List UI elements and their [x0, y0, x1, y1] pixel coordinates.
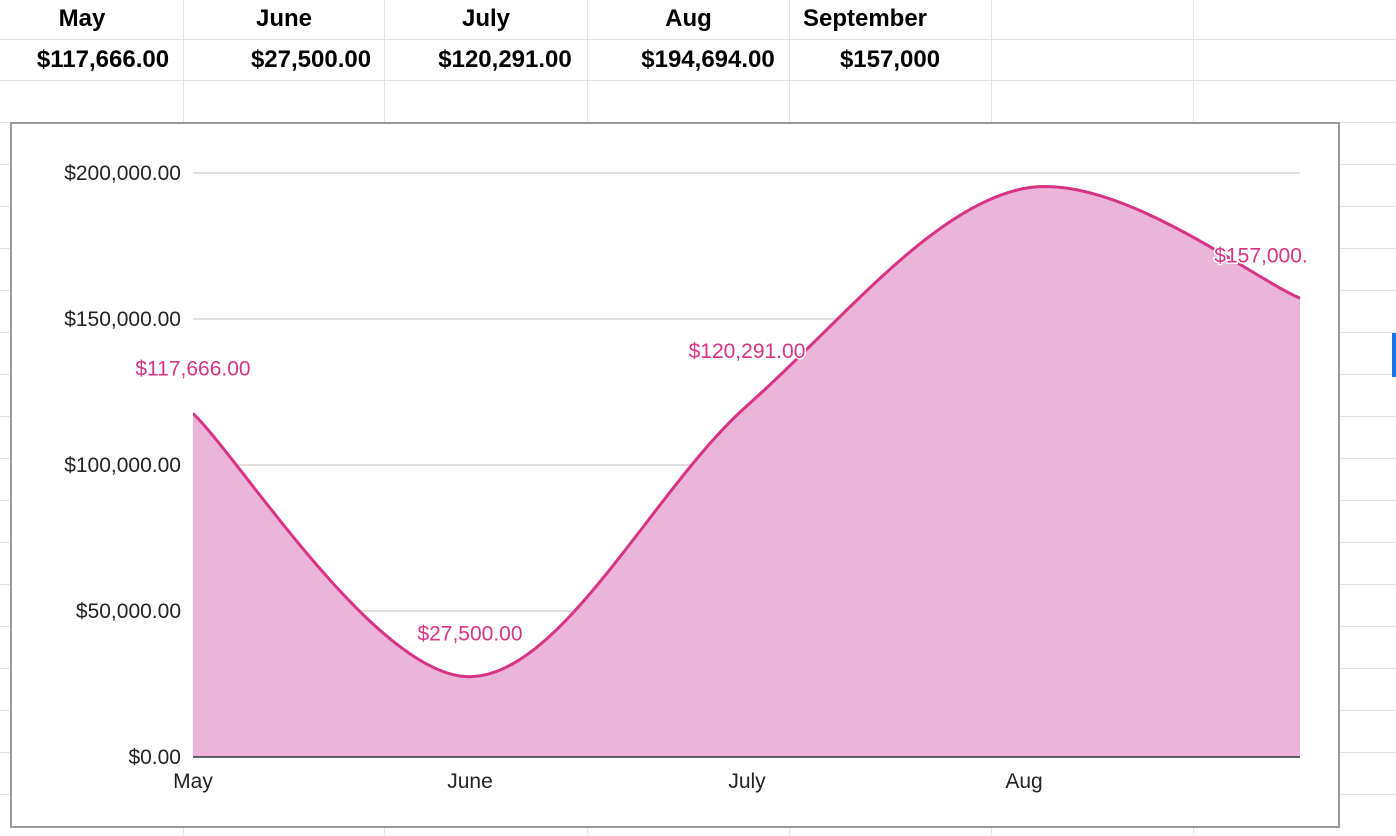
row-divider [0, 39, 1396, 40]
y-tick-label: $150,000.00 [64, 308, 181, 331]
y-tick-label: $50,000.00 [76, 600, 181, 623]
data-label: $120,291.00 [689, 340, 806, 363]
header-cell-june[interactable]: June [255, 5, 312, 32]
data-label: $27,500.00 [417, 623, 522, 646]
series-line [193, 185, 1300, 679]
x-tick-label: Aug [1005, 770, 1042, 793]
area-chart: $0.00 $50,000.00 $100,000.00 $150,000.00 $20… [64, 162, 1309, 793]
value-cell-september[interactable]: $157,000 [839, 46, 941, 73]
side-panel-tab[interactable] [1392, 333, 1396, 377]
x-tick-label: July [728, 770, 766, 793]
x-tick-label: June [447, 770, 493, 793]
data-labels: $117,666.00 $27,500.00 $120,291.00 $157,000… [134, 243, 1309, 647]
header-cell-aug[interactable]: Aug [665, 5, 712, 32]
x-axis-tick-labels: May June July Aug [173, 770, 1043, 793]
y-tick-label: $0.00 [128, 746, 181, 769]
row-divider [0, 80, 1396, 81]
value-cell-may[interactable]: $117,666.00 [36, 46, 170, 73]
x-tick-label: May [173, 770, 213, 793]
value-cell-july[interactable]: $120,291.00 [438, 46, 572, 73]
embedded-chart[interactable]: $0.00 $50,000.00 $100,000.00 $150,000.00 $20… [10, 122, 1340, 828]
value-cell-june[interactable]: $27,500.00 [250, 46, 372, 73]
data-label: $117,666.00 [135, 357, 250, 380]
data-label: $157,000. [1214, 245, 1307, 268]
value-cell-aug[interactable]: $194,694.00 [641, 46, 775, 73]
y-tick-label: $100,000.00 [64, 454, 181, 477]
header-cell-may[interactable]: May [58, 5, 106, 32]
y-axis-tick-labels: $0.00 $50,000.00 $100,000.00 $150,000.00 $20… [64, 162, 181, 769]
header-cell-september[interactable]: September [802, 5, 928, 32]
y-tick-label: $200,000.00 [64, 162, 181, 185]
series-area-fill [193, 186, 1300, 757]
header-cell-july[interactable]: July [461, 5, 511, 32]
